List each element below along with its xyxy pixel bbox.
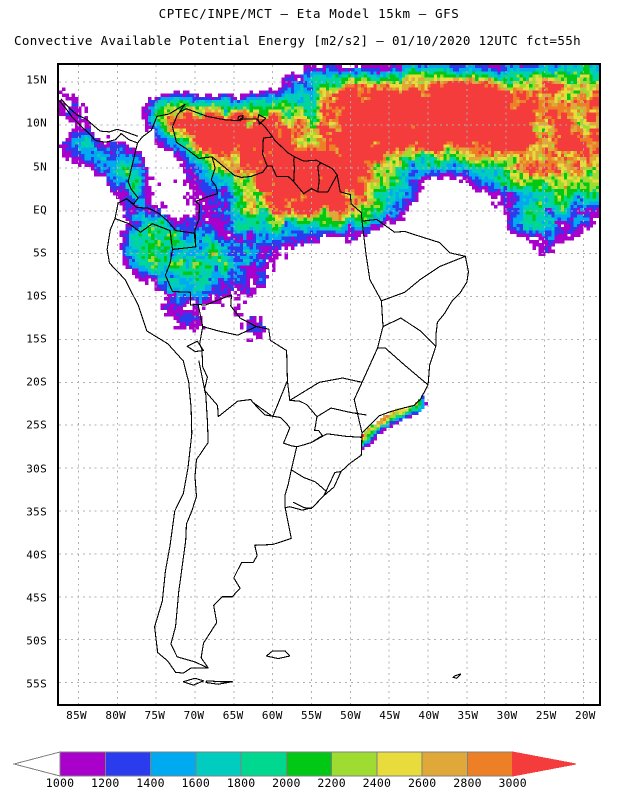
colorbar-left-arrow	[12, 751, 61, 777]
coastline-path	[202, 326, 257, 336]
colorbar-segment	[421, 751, 468, 777]
coastline-path	[164, 246, 327, 497]
colorbar-tick-label: 2400	[362, 776, 392, 790]
coastline-path	[171, 103, 213, 160]
coastline-path	[194, 156, 338, 248]
coastline-path	[376, 347, 429, 386]
coastline-path	[59, 100, 139, 144]
y-tick-label: EQ	[33, 203, 47, 217]
coastline-path	[60, 98, 139, 137]
colorbar-tick-labels: 1000 1200 1400 1600 1800 2000 2200 2400 2600 2800…	[0, 776, 618, 796]
coastline-path	[257, 114, 267, 125]
x-axis-labels: 85W 80W 75W 70W 65W 60W 55W 50W 45W 40W 35W 30W 25W 2…	[57, 709, 601, 727]
y-tick-label: 50S	[26, 634, 47, 648]
colorbar-tick-label: 2800	[453, 776, 482, 790]
x-tick-label: 35W	[457, 709, 479, 722]
y-tick-label: 35S	[26, 505, 47, 519]
x-tick-label: 40W	[418, 709, 440, 722]
x-tick-label: 75W	[144, 709, 166, 722]
cape-map-canvas	[59, 65, 599, 704]
x-tick-label: 25W	[535, 709, 557, 722]
colorbar-segment	[104, 751, 152, 777]
colorbar-segment	[59, 751, 106, 777]
y-tick-label: 10N	[26, 116, 47, 130]
x-tick-label: 60W	[261, 709, 283, 722]
coastline-path	[126, 198, 197, 248]
x-tick-label: 80W	[105, 709, 127, 722]
y-axis-labels: 15N 10N 5N EQ 5S 10S 15S 20S 25S 30S 35S 40S 45S 50S 5…	[0, 63, 53, 706]
coastline-path	[265, 650, 291, 660]
colorbar-segment	[331, 751, 378, 777]
colorbar-tick-label: 3000	[498, 776, 527, 790]
y-tick-label: 45S	[26, 591, 47, 605]
x-tick-label: 65W	[222, 709, 244, 722]
map-plot-area	[57, 63, 601, 706]
colorbar-tick-label: 1200	[91, 776, 120, 790]
coastline-path	[114, 217, 174, 250]
x-tick-label: 45W	[379, 709, 401, 722]
coastline-path	[289, 377, 363, 401]
y-tick-label: 10S	[26, 289, 47, 303]
coastline-path	[353, 220, 384, 434]
colorbar-tick-label: 1600	[181, 776, 211, 790]
colorbar-right-arrow	[512, 751, 577, 777]
coastline-path	[310, 433, 362, 443]
y-tick-label: 55S	[26, 677, 47, 691]
y-tick-label: 40S	[26, 548, 47, 562]
x-tick-label: 55W	[300, 709, 322, 722]
coastline-path	[186, 340, 205, 353]
y-tick-label: 30S	[26, 462, 47, 476]
x-tick-label: 70W	[183, 709, 205, 722]
page-title-variable: Convective Available Potential Energy [m…	[14, 33, 582, 48]
coastline-path	[317, 162, 322, 193]
plot-frame	[57, 63, 601, 706]
colorbar-tick-label: 2200	[317, 776, 346, 790]
colorbar-tick-label: 1800	[226, 776, 256, 790]
coastline-path	[205, 680, 233, 685]
y-tick-label: 20S	[26, 375, 47, 389]
y-tick-label: 15S	[26, 332, 47, 346]
colorbar-segment	[150, 751, 197, 777]
colorbar-segment	[240, 751, 287, 777]
y-tick-label: 5N	[33, 160, 47, 174]
x-tick-label: 85W	[66, 709, 87, 722]
coastline-path	[316, 407, 367, 418]
colorbar-segment	[376, 751, 423, 777]
coastline-path	[251, 401, 298, 448]
colorbar: 1000 1200 1400 1600 1800 2000 2200 2400 2600 2800…	[0, 748, 618, 798]
x-tick-label: 30W	[496, 709, 518, 722]
coastline-path	[380, 255, 466, 302]
y-tick-label: 25S	[26, 418, 47, 432]
coastline-path	[293, 156, 296, 183]
coastline-path	[452, 673, 462, 679]
page-title-model: CPTEC/INPE/MCT — Eta Model 15km — GFS	[158, 6, 460, 21]
coastline-path	[382, 317, 437, 347]
y-tick-label: 15N	[26, 73, 47, 87]
colorbar-tick-label: 2600	[407, 776, 437, 790]
colorbar-segment	[285, 751, 333, 777]
colorbar-segment	[195, 751, 242, 777]
colorbar-swatches	[12, 751, 577, 777]
coastline-path	[106, 103, 470, 674]
coastline-path	[170, 360, 209, 669]
coastline-path	[293, 501, 313, 509]
colorbar-tick-label: 1000	[45, 776, 75, 790]
coastline-path	[284, 469, 292, 509]
y-tick-label: 5S	[33, 246, 47, 260]
coastline-path	[182, 677, 205, 686]
coastline-path	[323, 471, 342, 497]
colorbar-tick-label: 2000	[272, 776, 301, 790]
x-tick-label: 20W	[574, 709, 596, 722]
colorbar-tick-label: 1400	[136, 776, 165, 790]
coastline-path	[237, 115, 244, 122]
colorbar-segment	[466, 751, 514, 777]
x-tick-label: 50W	[340, 709, 361, 722]
coastline-path	[262, 136, 274, 167]
